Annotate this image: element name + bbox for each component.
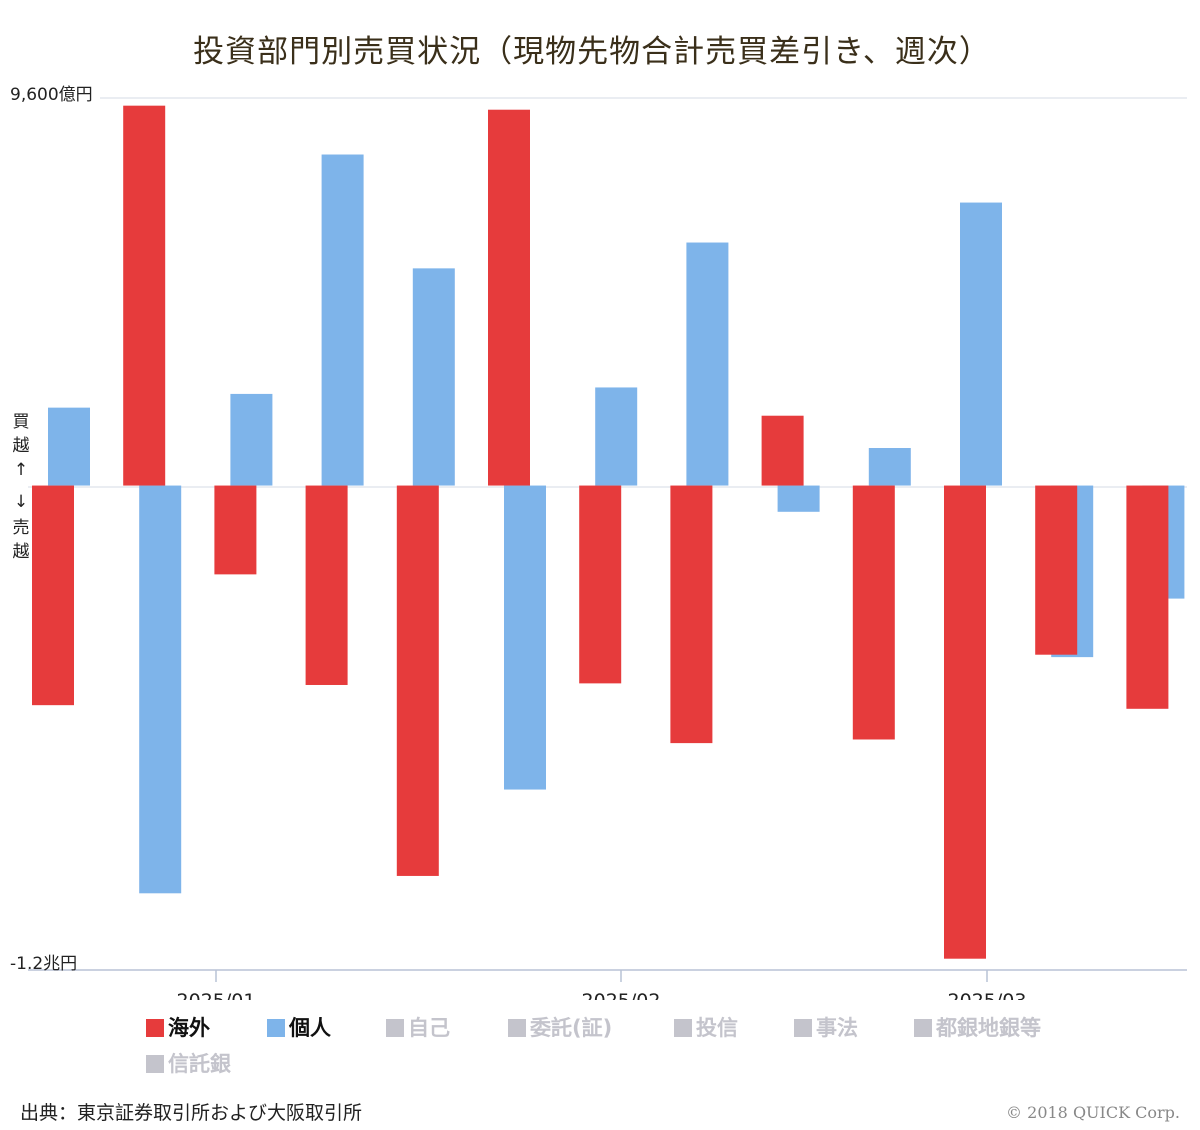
x-tick-label: 2025/02 xyxy=(582,990,661,1000)
buy-arrow: ↑ xyxy=(13,460,29,480)
legend-swatch xyxy=(146,1019,164,1037)
legend-label: 信託銀 xyxy=(168,1052,231,1076)
bar-overseas-13 xyxy=(1126,485,1169,709)
legend-swatch xyxy=(794,1019,812,1037)
legend-label: 投信 xyxy=(696,1016,738,1040)
bar-overseas-1 xyxy=(32,485,74,706)
bar-overseas-8 xyxy=(670,485,713,744)
bar-individual-7 xyxy=(595,387,638,486)
legend-swatch xyxy=(267,1019,285,1037)
legend-label: 海外 xyxy=(168,1016,210,1040)
legend-swatch xyxy=(508,1019,526,1037)
chart-title: 投資部門別売買状況（現物先物合計売買差引き、週次） xyxy=(193,34,991,70)
x-tick-label: 2025/03 xyxy=(948,990,1027,1000)
bar-individual-10 xyxy=(868,448,911,486)
legend-swatch xyxy=(914,1019,932,1037)
bar-individual-11 xyxy=(960,202,1002,486)
bar-overseas-7 xyxy=(579,485,622,684)
legend-swatch xyxy=(386,1019,404,1037)
sell-label: 売越 xyxy=(12,518,30,562)
legend-item-2[interactable]: 個人 xyxy=(267,1012,331,1042)
bar-overseas-2 xyxy=(123,105,166,486)
bars xyxy=(32,105,1185,959)
buy-label: 買越 xyxy=(12,412,30,456)
legend-item-3[interactable]: 自己 xyxy=(386,1012,450,1042)
bar-overseas-11 xyxy=(944,485,986,959)
bar-overseas-4 xyxy=(305,485,348,685)
sell-arrow: ↓ xyxy=(13,492,29,512)
legend-label: 自己 xyxy=(408,1016,450,1040)
legend-item-1[interactable]: 海外 xyxy=(146,1012,210,1042)
y-min-label: -1.2兆円 xyxy=(10,954,77,974)
legend-label: 個人 xyxy=(289,1016,331,1040)
bar-chart: 2025/01 2025/02 2025/03 9,600億円 -1.2兆円 xyxy=(10,85,1187,1000)
legend-label: 都銀地銀等 xyxy=(936,1016,1041,1040)
bar-individual-1 xyxy=(48,407,90,486)
legend-item-4[interactable]: 委託(証) xyxy=(508,1012,612,1042)
source-note: 出典：東京証券取引所および大阪取引所 xyxy=(20,1102,363,1124)
bar-individual-2 xyxy=(139,485,182,894)
legend-label: 事法 xyxy=(816,1016,858,1040)
y-max-label: 9,600億円 xyxy=(10,85,93,105)
legend-item-5[interactable]: 投信 xyxy=(674,1012,738,1042)
bar-individual-3 xyxy=(230,393,273,486)
legend-item-7[interactable]: 都銀地銀等 xyxy=(914,1012,1041,1042)
bar-overseas-6 xyxy=(488,109,530,486)
x-tick-label: 2025/01 xyxy=(177,990,256,1000)
bar-overseas-5 xyxy=(396,485,439,876)
legend-item-8[interactable]: 信託銀 xyxy=(146,1048,231,1078)
bar-overseas-12 xyxy=(1035,485,1078,655)
bar-individual-9 xyxy=(777,485,820,512)
legend-swatch xyxy=(146,1055,164,1073)
bar-individual-5 xyxy=(412,268,455,486)
copyright: © 2018 QUICK Corp. xyxy=(1006,1103,1180,1122)
bar-individual-8 xyxy=(686,242,729,486)
bar-overseas-3 xyxy=(214,485,257,575)
legend-item-6[interactable]: 事法 xyxy=(794,1012,858,1042)
legend-label: 委託(証) xyxy=(530,1016,613,1040)
bar-overseas-9 xyxy=(761,415,804,486)
legend-swatch xyxy=(674,1019,692,1037)
x-ticks: 2025/01 2025/02 2025/03 xyxy=(177,970,1027,1000)
bar-individual-6 xyxy=(504,485,546,790)
bar-individual-4 xyxy=(321,154,364,486)
bar-overseas-10 xyxy=(852,485,895,740)
